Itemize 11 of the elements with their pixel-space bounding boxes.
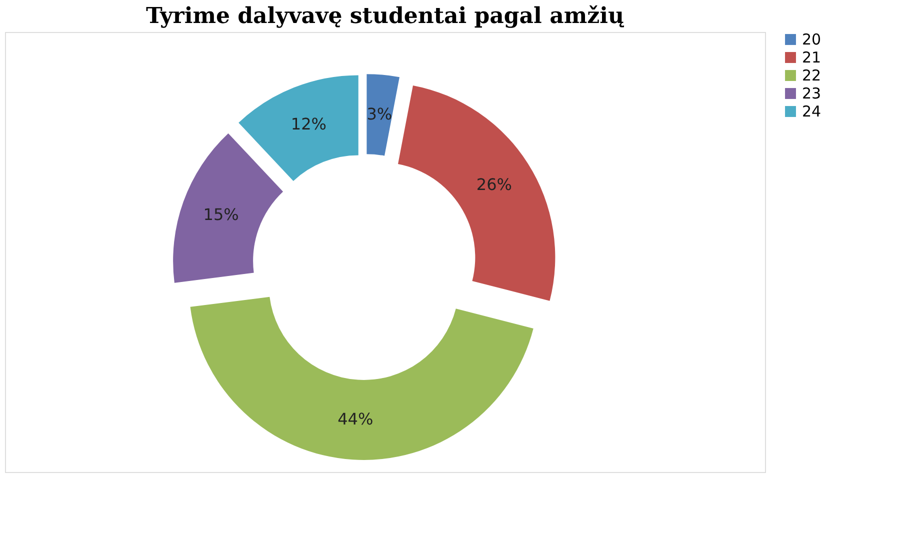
data-label: 44% — [338, 410, 374, 429]
data-label: 26% — [476, 175, 512, 194]
legend-label: 21 — [802, 48, 822, 66]
legend-label: 22 — [802, 66, 822, 84]
data-label: 12% — [290, 114, 326, 134]
data-label: 3% — [366, 104, 392, 124]
legend-label: 20 — [802, 30, 822, 48]
data-label: 15% — [203, 205, 239, 224]
legend-label: 23 — [802, 84, 822, 102]
legend-label: 24 — [802, 102, 822, 120]
chart-title: Tyrime dalyvavę studentai pagal amžių — [146, 3, 624, 29]
